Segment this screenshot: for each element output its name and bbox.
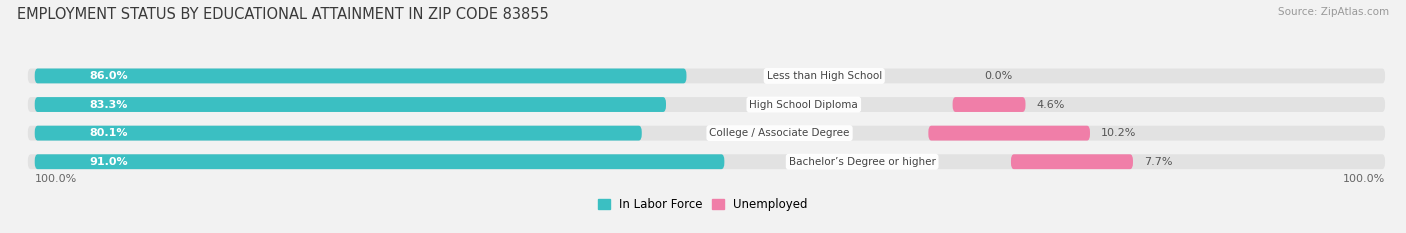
FancyBboxPatch shape [1011, 154, 1133, 169]
Text: 100.0%: 100.0% [35, 175, 77, 185]
Legend: In Labor Force, Unemployed: In Labor Force, Unemployed [598, 198, 808, 211]
Text: Bachelor’s Degree or higher: Bachelor’s Degree or higher [789, 157, 935, 167]
FancyBboxPatch shape [35, 69, 686, 83]
Text: High School Diploma: High School Diploma [749, 99, 858, 110]
Text: 80.1%: 80.1% [90, 128, 128, 138]
Text: 86.0%: 86.0% [90, 71, 128, 81]
Text: 7.7%: 7.7% [1144, 157, 1173, 167]
FancyBboxPatch shape [35, 126, 641, 140]
Text: EMPLOYMENT STATUS BY EDUCATIONAL ATTAINMENT IN ZIP CODE 83855: EMPLOYMENT STATUS BY EDUCATIONAL ATTAINM… [17, 7, 548, 22]
Text: Source: ZipAtlas.com: Source: ZipAtlas.com [1278, 7, 1389, 17]
Text: 83.3%: 83.3% [90, 99, 128, 110]
Text: College / Associate Degree: College / Associate Degree [710, 128, 849, 138]
Text: 0.0%: 0.0% [984, 71, 1012, 81]
FancyBboxPatch shape [928, 126, 1090, 140]
Text: 4.6%: 4.6% [1036, 99, 1064, 110]
FancyBboxPatch shape [35, 97, 666, 112]
Text: 100.0%: 100.0% [1343, 175, 1385, 185]
Text: Less than High School: Less than High School [766, 71, 882, 81]
FancyBboxPatch shape [28, 154, 1385, 169]
FancyBboxPatch shape [28, 126, 1385, 140]
FancyBboxPatch shape [28, 69, 1385, 83]
FancyBboxPatch shape [953, 97, 1025, 112]
FancyBboxPatch shape [35, 154, 724, 169]
Text: 91.0%: 91.0% [90, 157, 128, 167]
FancyBboxPatch shape [28, 97, 1385, 112]
Text: 10.2%: 10.2% [1101, 128, 1136, 138]
